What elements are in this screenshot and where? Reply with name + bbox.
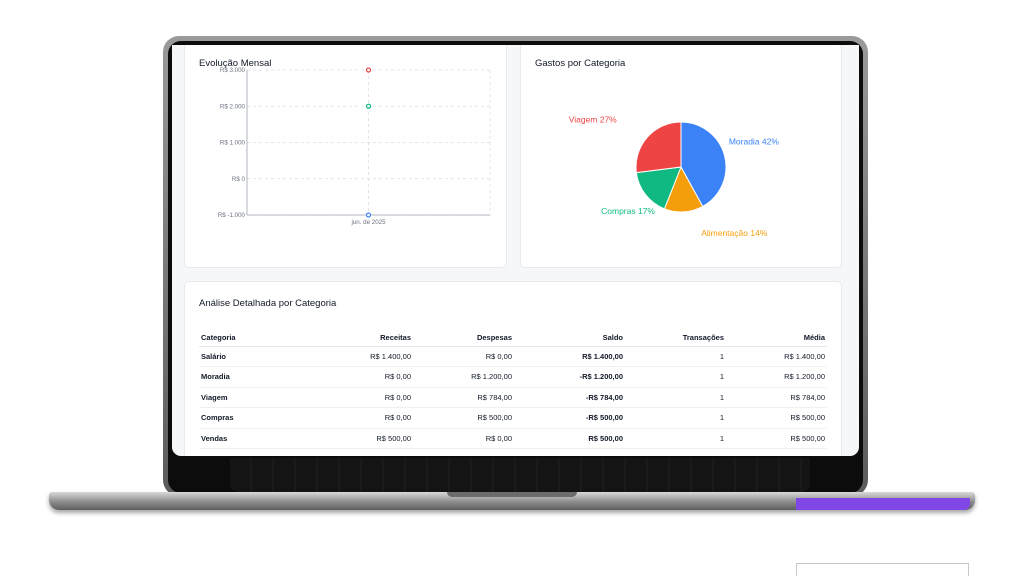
col-despesas[interactable]: Despesas [413,330,514,347]
y-tick-label: R$ 3.000 [220,67,246,74]
cell-saldo: -R$ 1.200,00 [514,366,625,388]
dashboard-screen: Evolução Mensal R$ -1.000 R$ 0 R$ 1.000 R$ … [172,45,859,456]
series-2-point[interactable] [365,212,372,218]
cell-media: R$ 500,00 [726,428,827,449]
col-transacoes[interactable]: Transações [625,330,726,347]
laptop-base [49,492,975,510]
category-table: Categoria Receitas Despesas Saldo Transa… [199,330,827,449]
monthly-evolution-title: Evolução Mensal [199,58,272,69]
x-tick-label: jun. de 2025 [350,219,386,226]
corner-outline [796,563,969,576]
pie-label: Alimentação 14% [701,228,768,238]
cell-saldo: -R$ 500,00 [514,407,625,429]
cell-saldo: R$ 500,00 [514,428,625,449]
cell-receitas: R$ 500,00 [309,428,413,449]
cell-transacoes: 1 [625,428,726,449]
accent-strip [796,498,970,510]
category-spending-card: Gastos por Categoria Moradia 42% Alimenta… [520,45,842,268]
cell-transacoes: 1 [625,387,726,408]
pie-slice-moradia[interactable] [680,121,727,208]
col-categoria[interactable]: Categoria [199,330,309,347]
table-row[interactable]: Vendas R$ 500,00 R$ 0,00 R$ 500,00 1 R$ 500,0… [199,428,827,449]
cell-receitas: R$ 0,00 [309,387,413,408]
table-row[interactable]: Compras R$ 0,00 R$ 500,00 -R$ 500,00 1 R$ 500… [199,407,827,429]
col-saldo[interactable]: Saldo [514,330,625,347]
monthly-evolution-chart: R$ -1.000 R$ 0 R$ 1.000 R$ 2.000 R$ 3.000 jun… [218,67,491,226]
cell-media: R$ 1.400,00 [726,346,827,367]
cell-despesas: R$ 784,00 [413,387,514,408]
cell-despesas: R$ 500,00 [413,407,514,429]
keyboard-reflection [230,458,810,492]
cell-media: R$ 1.200,00 [726,366,827,388]
pie-label: Compras 17% [601,206,655,216]
cell-categoria: Moradia [199,366,309,388]
category-analysis-card: Análise Detalhada por Categoria Categori… [184,281,842,456]
cell-media: R$ 784,00 [726,387,827,408]
table-row[interactable]: Salário R$ 1.400,00 R$ 0,00 R$ 1.400,00 1 R$ … [199,346,827,367]
cell-despesas: R$ 0,00 [413,428,514,449]
cell-categoria: Compras [199,407,309,429]
table-row[interactable]: Viagem R$ 0,00 R$ 784,00 -R$ 784,00 1 R$ 784,… [199,387,827,408]
category-analysis-title: Análise Detalhada por Categoria [199,298,337,309]
cell-media: R$ 500,00 [726,407,827,429]
cell-transacoes: 1 [625,407,726,429]
cell-receitas: R$ 1.400,00 [309,346,413,367]
y-tick-label: R$ -1.000 [218,212,246,219]
y-tick-label: R$ 0 [232,176,246,183]
cell-categoria: Viagem [199,387,309,408]
monthly-evolution-card: Evolução Mensal R$ -1.000 R$ 0 R$ 1.000 R$ … [184,45,507,268]
cell-transacoes: 1 [625,366,726,388]
table-row[interactable]: Moradia R$ 0,00 R$ 1.200,00 -R$ 1.200,00 1 R$… [199,366,827,388]
y-tick-label: R$ 1.000 [220,140,246,147]
col-media[interactable]: Média [726,330,827,347]
cell-categoria: Vendas [199,428,309,449]
pie-label: Viagem 27% [569,115,617,125]
cell-receitas: R$ 0,00 [309,407,413,429]
series-1-point[interactable] [365,103,372,109]
table-header-row: Categoria Receitas Despesas Saldo Transa… [199,330,827,347]
y-tick-label: R$ 2.000 [220,103,246,110]
category-spending-title: Gastos por Categoria [535,58,626,69]
col-receitas[interactable]: Receitas [309,330,413,347]
laptop-base-notch [447,492,577,497]
cell-receitas: R$ 0,00 [309,366,413,388]
cell-despesas: R$ 0,00 [413,346,514,367]
cell-saldo: R$ 1.400,00 [514,346,625,367]
pie-slice-viagem[interactable] [635,121,682,174]
cell-transacoes: 1 [625,346,726,367]
category-spending-chart: Moradia 42% Alimentação 14% Compras 17% Via… [569,115,780,238]
cell-despesas: R$ 1.200,00 [413,366,514,388]
cell-categoria: Salário [199,346,309,367]
cell-saldo: -R$ 784,00 [514,387,625,408]
pie-label: Moradia 42% [729,136,780,146]
series-0-point[interactable] [365,67,372,73]
pie-slice-compras[interactable] [635,166,682,210]
